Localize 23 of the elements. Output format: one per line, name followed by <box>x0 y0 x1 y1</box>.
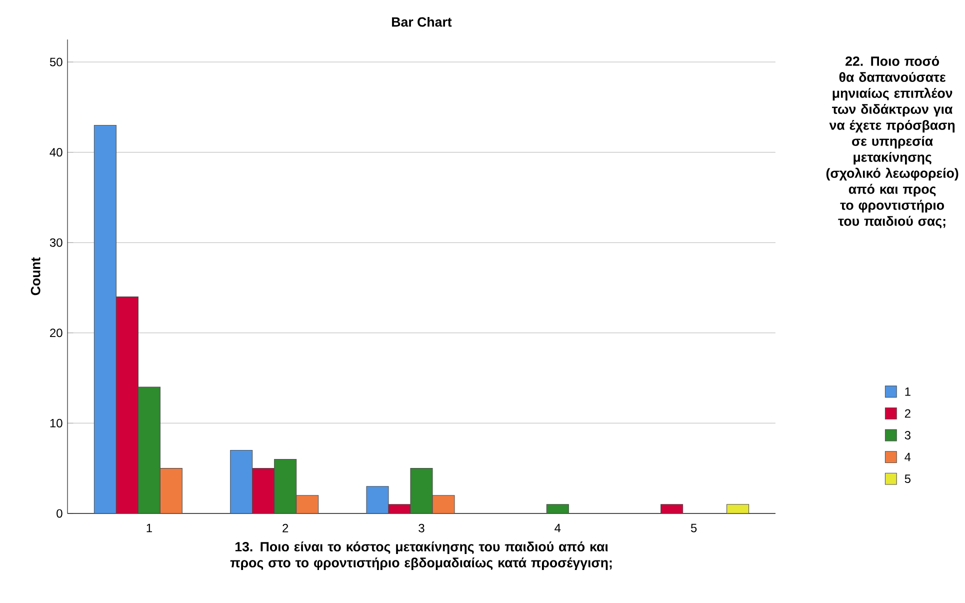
x-tick-label: 4 <box>554 524 561 532</box>
x-tick-label: 5 <box>690 524 697 532</box>
y-tick-label: 50 <box>50 58 62 66</box>
bar <box>726 504 750 514</box>
x-axis-title: 13. Ποιο είναι το κόστος μετακίνησης του παιδιού από και προς στο το φροντιστήριο εβδομαδιαίως κατά προσέγγιση; <box>230 542 612 570</box>
legend-label: 3 <box>904 431 910 440</box>
y-tick-label: 0 <box>56 509 62 518</box>
x-tick-label: 2 <box>282 524 288 532</box>
bar <box>546 504 569 514</box>
legend-label: 1 <box>905 388 910 396</box>
chart-title: Bar Chart <box>392 16 452 27</box>
y-tick-label: 30 <box>50 238 62 247</box>
y-axis-title: Count <box>30 257 40 296</box>
text: 22. Ποιο ποσό θα δαπανούσατε μηνιαίως επιπλέον των διδάκτρων για να έχετε πρόσβαση σε υπηρεσία μετακίνησης (σχολικό λεωφορείο) από και προς το φροντιστήριο του παιδιού σας; <box>826 56 958 228</box>
x-tick-label: 1 <box>146 524 152 532</box>
legend-label: 2 <box>904 409 910 418</box>
legend-label: 5 <box>904 474 911 484</box>
y-tick-label: 20 <box>50 328 62 338</box>
bar <box>660 504 684 514</box>
y-tick-label: 10 <box>50 418 62 428</box>
legend-label: 4 <box>904 452 911 462</box>
x-tick-label: 3 <box>418 524 424 532</box>
y-tick-label: 40 <box>50 148 62 157</box>
